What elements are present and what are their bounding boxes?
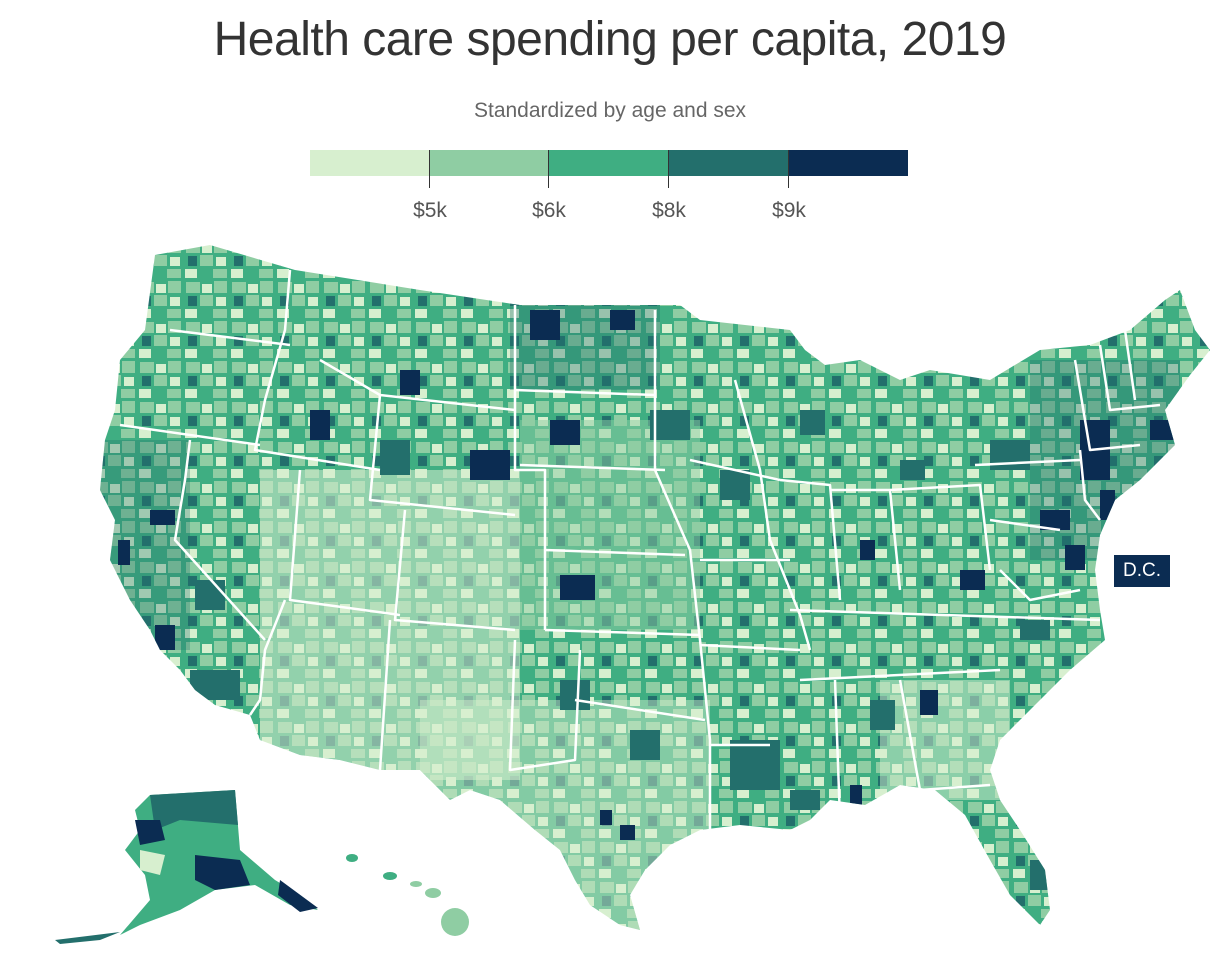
legend-tick-6k: [548, 150, 549, 188]
chart-title: Health care spending per capita, 2019: [213, 13, 1007, 66]
chart-subtitle: Standardized by age and sex: [473, 99, 747, 122]
legend-swatch-3: [549, 150, 669, 176]
legend-tick-5k: [429, 150, 430, 188]
legend-label-6k: $6k: [532, 199, 566, 222]
legend-tick-9k: [788, 150, 789, 188]
region-plains-medium: [520, 420, 700, 630]
legend-tick-8k: [668, 150, 669, 188]
us-county-map: [55, 245, 1210, 944]
legend-label-8k: $8k: [652, 199, 686, 222]
color-legend: [310, 150, 908, 176]
dc-label: D.C.: [1114, 555, 1170, 587]
region-california-coast: [100, 440, 190, 650]
legend-label-9k: $9k: [772, 199, 806, 222]
legend-swatch-5: [788, 150, 908, 176]
legend-swatch-1: [310, 150, 430, 176]
legend-label-5k: $5k: [413, 199, 447, 222]
region-texas-light: [420, 700, 710, 930]
legend-swatch-2: [429, 150, 550, 176]
legend-swatch-4: [668, 150, 789, 176]
region-southeast-light: [880, 680, 1010, 800]
